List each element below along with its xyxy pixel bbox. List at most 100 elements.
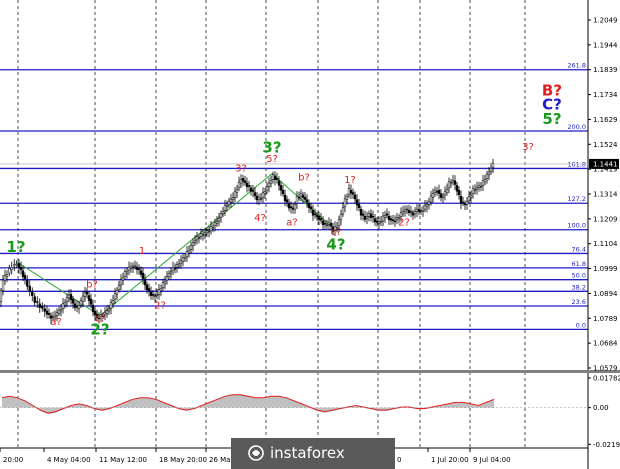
candle: [307, 199, 311, 213]
candle-body: [38, 303, 41, 308]
candle: [45, 305, 49, 319]
time-tick-label-8: 9 Jul 04:00: [473, 456, 511, 464]
candle-body: [337, 218, 341, 226]
candle-body: [111, 300, 115, 305]
candle: [301, 191, 305, 203]
candle-body: [195, 236, 199, 241]
candle: [439, 188, 443, 202]
candle: [187, 245, 191, 258]
candle-body: [61, 303, 65, 309]
candle-body: [409, 211, 413, 213]
candle: [467, 190, 471, 204]
candle: [337, 215, 341, 231]
candle-body: [313, 213, 317, 215]
candle-body: [85, 291, 89, 295]
candle-body: [393, 220, 397, 223]
candle-body: [413, 211, 417, 215]
candle-body: [167, 273, 171, 277]
candle-body: [201, 234, 205, 236]
candle-body: [149, 291, 153, 296]
candle: [479, 181, 483, 192]
candle: [275, 172, 279, 184]
candle-body: [301, 194, 305, 198]
candle-body: [43, 308, 46, 312]
candle: [31, 287, 34, 302]
candle: [0, 287, 3, 308]
candle-body: [133, 265, 137, 267]
candle-body: [173, 268, 177, 270]
candle-body: [10, 267, 13, 270]
candle-body: [225, 204, 229, 208]
candle-body: [235, 188, 239, 193]
candle-body: [369, 213, 373, 218]
candle: [17, 259, 21, 274]
candle: [159, 284, 163, 297]
candle: [315, 212, 319, 222]
candle: [343, 194, 347, 213]
wave-label-13: c?: [331, 227, 342, 238]
candle-body: [215, 221, 219, 224]
candle-body: [231, 197, 235, 200]
candle-body: [119, 279, 123, 286]
candle: [317, 211, 321, 226]
candle-body: [19, 266, 23, 270]
candle-body: [89, 298, 93, 305]
candle-body: [339, 214, 343, 221]
candle: [207, 225, 211, 238]
candle: [437, 184, 441, 200]
candle: [397, 214, 401, 224]
candle: [38, 298, 41, 313]
candle-body: [383, 215, 387, 218]
candle-body: [17, 263, 21, 269]
candle-body: [117, 284, 121, 290]
candle-body: [437, 189, 441, 194]
candle-body: [345, 196, 349, 200]
candle: [125, 267, 129, 279]
candle: [193, 235, 197, 246]
candle: [453, 175, 457, 191]
candle-body: [469, 194, 473, 198]
candle-body: [349, 189, 353, 194]
candle: [441, 193, 445, 203]
candle-body: [53, 315, 57, 319]
candle-body: [279, 185, 283, 191]
candle-body: [317, 216, 321, 220]
candle-body: [401, 211, 405, 215]
candle-body: [479, 185, 483, 188]
candle: [33, 292, 36, 306]
candle-body: [221, 211, 225, 215]
candle-body: [33, 296, 36, 303]
candle: [265, 182, 269, 194]
candle-body: [177, 263, 181, 267]
candle: [97, 312, 101, 324]
candle: [393, 215, 397, 227]
candle-body: [247, 185, 251, 187]
candle-body: [445, 188, 449, 193]
candle: [487, 167, 491, 181]
candle-body: [473, 189, 477, 191]
candle-body: [205, 230, 209, 234]
candle-body: [485, 173, 489, 179]
candle-body: [399, 212, 403, 217]
price-tick-label-5: 1.1524: [593, 141, 618, 149]
candle: [409, 206, 413, 218]
logo-icon: [248, 445, 264, 461]
candle: [421, 205, 425, 217]
candle-body: [353, 194, 357, 200]
candle: [353, 191, 357, 204]
wave-label-4: 2?: [90, 321, 109, 339]
candle-body: [207, 230, 211, 233]
candle: [333, 221, 337, 237]
candle-body: [299, 193, 303, 197]
candle: [151, 289, 155, 300]
candle: [289, 201, 293, 214]
time-tick-label-0: 20:00: [3, 456, 23, 464]
candle-body: [327, 222, 331, 225]
candle: [361, 209, 365, 221]
candle: [163, 275, 167, 290]
candle-body: [181, 257, 185, 262]
candle: [365, 211, 369, 225]
fib-level-label-5: 76.4: [572, 245, 586, 253]
candle: [373, 213, 377, 226]
